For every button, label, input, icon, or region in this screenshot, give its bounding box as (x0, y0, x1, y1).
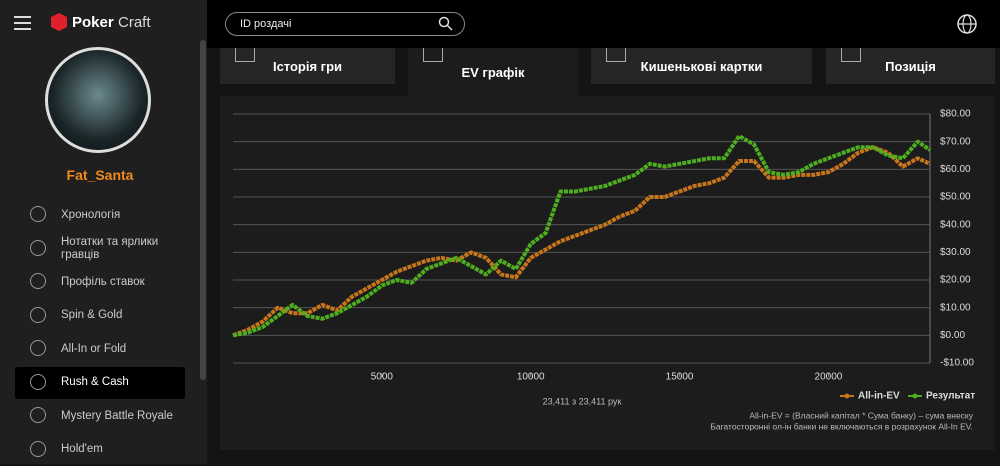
tab-icon (423, 48, 443, 62)
nav-label: Mystery Battle Royale (61, 409, 173, 422)
search-box[interactable]: ID роздачі (225, 12, 465, 36)
scrollbar[interactable] (200, 40, 206, 380)
nav-icon (30, 373, 46, 390)
nav-item[interactable]: Rush & Cash (15, 366, 185, 399)
tab[interactable]: EV графік (408, 48, 578, 96)
avatar[interactable] (45, 47, 151, 153)
nav-item[interactable]: Hold'em (15, 434, 185, 466)
nav-item[interactable]: All-In or Fold (15, 333, 185, 365)
brand-left: Poker (72, 14, 114, 31)
nav-icon (30, 273, 46, 289)
y-tick-label: $10.00 (940, 302, 971, 313)
legend-dot (912, 393, 918, 399)
nav-item[interactable]: Хронологія (15, 199, 185, 231)
nav-label: All-In or Fold (61, 342, 127, 355)
nav-icon (30, 340, 46, 356)
tab-label: EV графік (461, 64, 525, 80)
y-tick-label: $60.00 (940, 164, 971, 175)
nav-item[interactable]: Spin & Gold (15, 300, 185, 332)
tab[interactable]: Кишенькові картки (591, 48, 812, 84)
y-tick-label: $40.00 (940, 219, 971, 230)
user-name: Fat_Santa (66, 167, 134, 183)
search-placeholder: ID роздачі (240, 18, 292, 30)
tab-icon (235, 48, 255, 62)
tab[interactable]: Позиція (826, 48, 995, 84)
hand-count: 23,411 з 23,411 рук (543, 396, 622, 406)
nav-label: Hold'em (61, 443, 103, 455)
legend-label: Результат (926, 391, 975, 402)
nav-label: Хронологія (61, 208, 121, 221)
nav-item[interactable]: Mystery Battle Royale (15, 400, 185, 432)
y-tick-label: $30.00 (940, 247, 971, 258)
chart-panel: -$10.00 $0.00 $10.00 $20.00 $30.00 $40.00 $50.… (220, 96, 995, 450)
y-tick-label: -$10.00 (940, 358, 974, 369)
x-tick-label: 10000 (517, 372, 545, 383)
y-tick-label: $50.00 (940, 192, 971, 203)
y-tick-label: $80.00 (940, 109, 971, 120)
logo-icon (51, 13, 67, 31)
nav-label: Профіль ставок (61, 275, 145, 288)
nav-label: Spin & Gold (61, 309, 123, 321)
top-bar: ID роздачі (207, 0, 1000, 48)
tab-label: Історія гри (272, 58, 343, 74)
y-tick-label: $0.00 (940, 330, 965, 341)
menu-button[interactable] (14, 16, 31, 30)
nav-item[interactable]: Нотатки та ярлики гравців (15, 233, 185, 265)
language-button[interactable] (956, 13, 978, 35)
nav-icon (30, 206, 46, 222)
tab-label: Кишенькові картки (640, 58, 763, 74)
y-tick-label: $20.00 (940, 275, 971, 286)
footnote: Багатосторонні ол-ін банки не включаютьс… (710, 421, 973, 431)
x-tick-label: 15000 (666, 372, 694, 383)
legend-dot (844, 393, 850, 399)
x-tick-label: 5000 (371, 372, 394, 383)
chart: -$10.00 $0.00 $10.00 $20.00 $30.00 $40.00 $50.… (232, 109, 975, 431)
sidebar: Poker Craft Fat_Santa Хронологія Нотатки … (0, 0, 207, 464)
y-tick-label: $70.00 (940, 136, 971, 147)
brand-right: Craft (118, 14, 151, 31)
search-icon (438, 16, 453, 31)
nav-label: Rush & Cash (61, 376, 129, 388)
nav-icon (30, 306, 46, 323)
tab-icon (841, 48, 861, 62)
nav-icon (30, 239, 46, 256)
header-icons: Poker Craft (14, 13, 151, 31)
nav-icon (30, 440, 46, 457)
series-line (232, 134, 932, 338)
x-tick-label: 20000 (815, 372, 843, 383)
nav-item[interactable]: Профіль ставок (15, 266, 185, 298)
footnote: All-in-EV = (Власний капітал * Сума банк… (749, 410, 973, 420)
tab-icon (606, 48, 626, 62)
nav-label: Нотатки та ярлики гравців (61, 235, 159, 261)
tab-label: Позиція (885, 58, 936, 74)
legend-label: All-in-EV (858, 391, 900, 402)
tab[interactable]: Історія гри (220, 48, 395, 84)
nav-icon (30, 407, 46, 423)
series-line (232, 145, 931, 338)
